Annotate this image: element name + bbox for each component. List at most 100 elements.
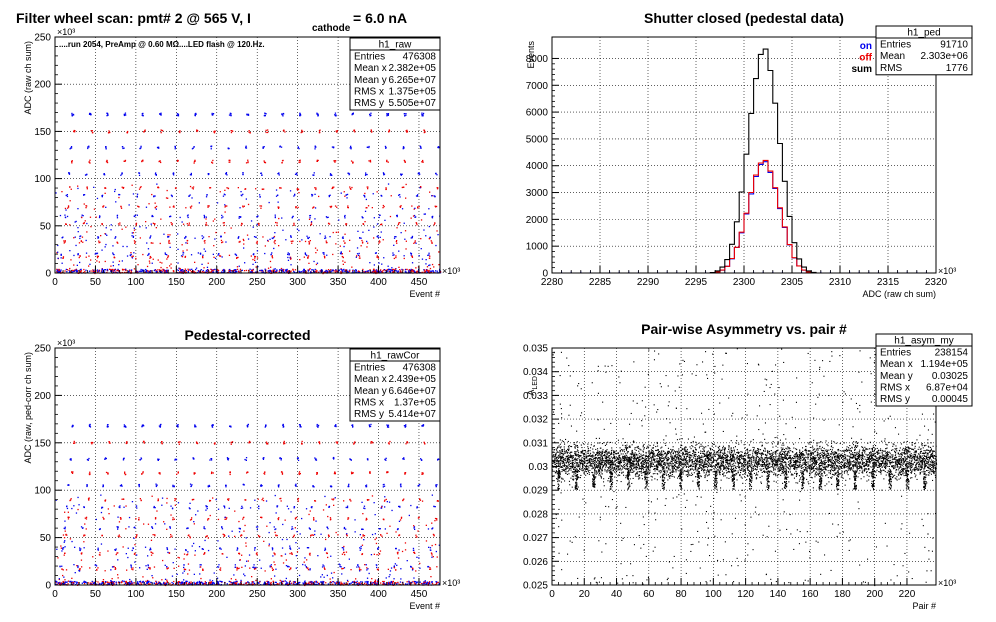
data-point — [210, 148, 212, 150]
data-point — [336, 270, 339, 273]
data-point — [124, 581, 127, 583]
data-point — [152, 242, 154, 244]
data-point — [427, 270, 430, 273]
data-point — [342, 236, 344, 238]
data-point — [125, 528, 127, 530]
data-point — [275, 528, 277, 530]
data-point — [422, 424, 425, 426]
data-point — [314, 459, 317, 461]
data-point — [333, 160, 335, 162]
data-point — [254, 549, 256, 551]
data-point — [65, 268, 67, 271]
data-point — [329, 205, 331, 208]
data-point — [62, 236, 64, 238]
data-point — [123, 424, 125, 426]
data-point — [146, 242, 148, 244]
data-point — [138, 172, 140, 174]
data-point — [119, 506, 121, 509]
data-point — [108, 513, 110, 515]
data-point — [334, 582, 336, 584]
data-point — [201, 235, 203, 237]
data-point — [260, 207, 262, 209]
data-point — [189, 582, 191, 585]
data-point — [294, 194, 296, 196]
data-point — [171, 507, 174, 509]
data-point — [123, 583, 126, 585]
data-point — [315, 459, 318, 461]
data-point — [133, 240, 136, 242]
data-point — [106, 159, 108, 162]
data-point — [179, 271, 181, 273]
data-point — [224, 534, 226, 537]
data-point — [80, 559, 83, 561]
data-point — [238, 271, 240, 274]
data-point — [215, 498, 217, 501]
data-point — [416, 224, 418, 226]
data-point — [297, 500, 299, 502]
data-point — [239, 528, 241, 530]
data-point — [278, 173, 280, 175]
data-point — [218, 564, 220, 566]
data-point — [402, 148, 404, 150]
data-point — [289, 568, 291, 571]
data-point — [88, 498, 90, 500]
data-point — [140, 186, 142, 188]
data-point — [324, 271, 326, 273]
data-point — [248, 131, 250, 133]
data-point — [112, 261, 114, 263]
data-point — [256, 224, 258, 226]
data-point — [101, 271, 103, 273]
data-point — [120, 207, 123, 209]
data-point — [93, 186, 95, 188]
data-point — [125, 505, 127, 507]
data-point — [408, 269, 411, 271]
data-point — [71, 583, 73, 586]
data-points — [55, 423, 440, 587]
data-point — [121, 268, 124, 270]
data-point — [88, 497, 90, 499]
data-point — [240, 191, 242, 193]
data-point — [398, 534, 400, 536]
data-point — [67, 511, 69, 513]
data-point — [436, 581, 438, 583]
data-point — [302, 270, 304, 272]
data-point — [273, 268, 275, 270]
data-point — [124, 425, 126, 427]
data-point — [116, 214, 119, 216]
data-point — [421, 161, 423, 163]
data-point — [411, 569, 414, 571]
data-point — [263, 160, 265, 162]
data-point — [148, 581, 150, 583]
data-point — [132, 193, 135, 195]
data-point — [204, 581, 206, 583]
data-point — [285, 270, 287, 272]
x-tick-label: 2290 — [637, 277, 660, 288]
data-point — [307, 547, 310, 549]
data-point — [387, 568, 389, 570]
data-point — [86, 173, 88, 175]
data-point — [236, 268, 239, 270]
data-point — [366, 577, 369, 579]
data-point — [367, 458, 369, 460]
data-point — [367, 205, 370, 207]
data-point — [417, 206, 419, 208]
data-point — [278, 517, 280, 519]
data-point — [340, 581, 342, 583]
data-point — [167, 551, 169, 554]
data-point — [394, 268, 397, 270]
data-point — [324, 237, 326, 239]
data-point — [257, 581, 259, 584]
data-point — [241, 566, 243, 568]
x-tick-label: 250 — [249, 277, 266, 288]
data-point — [387, 161, 389, 163]
data-point — [207, 519, 209, 521]
data-point — [326, 254, 328, 256]
data-point — [94, 253, 96, 255]
data-point — [173, 270, 175, 273]
data-point — [110, 224, 112, 226]
data-point — [366, 567, 368, 569]
data-point — [435, 550, 437, 553]
data-point — [410, 252, 412, 254]
data-point — [272, 580, 274, 582]
data-point — [120, 517, 122, 519]
